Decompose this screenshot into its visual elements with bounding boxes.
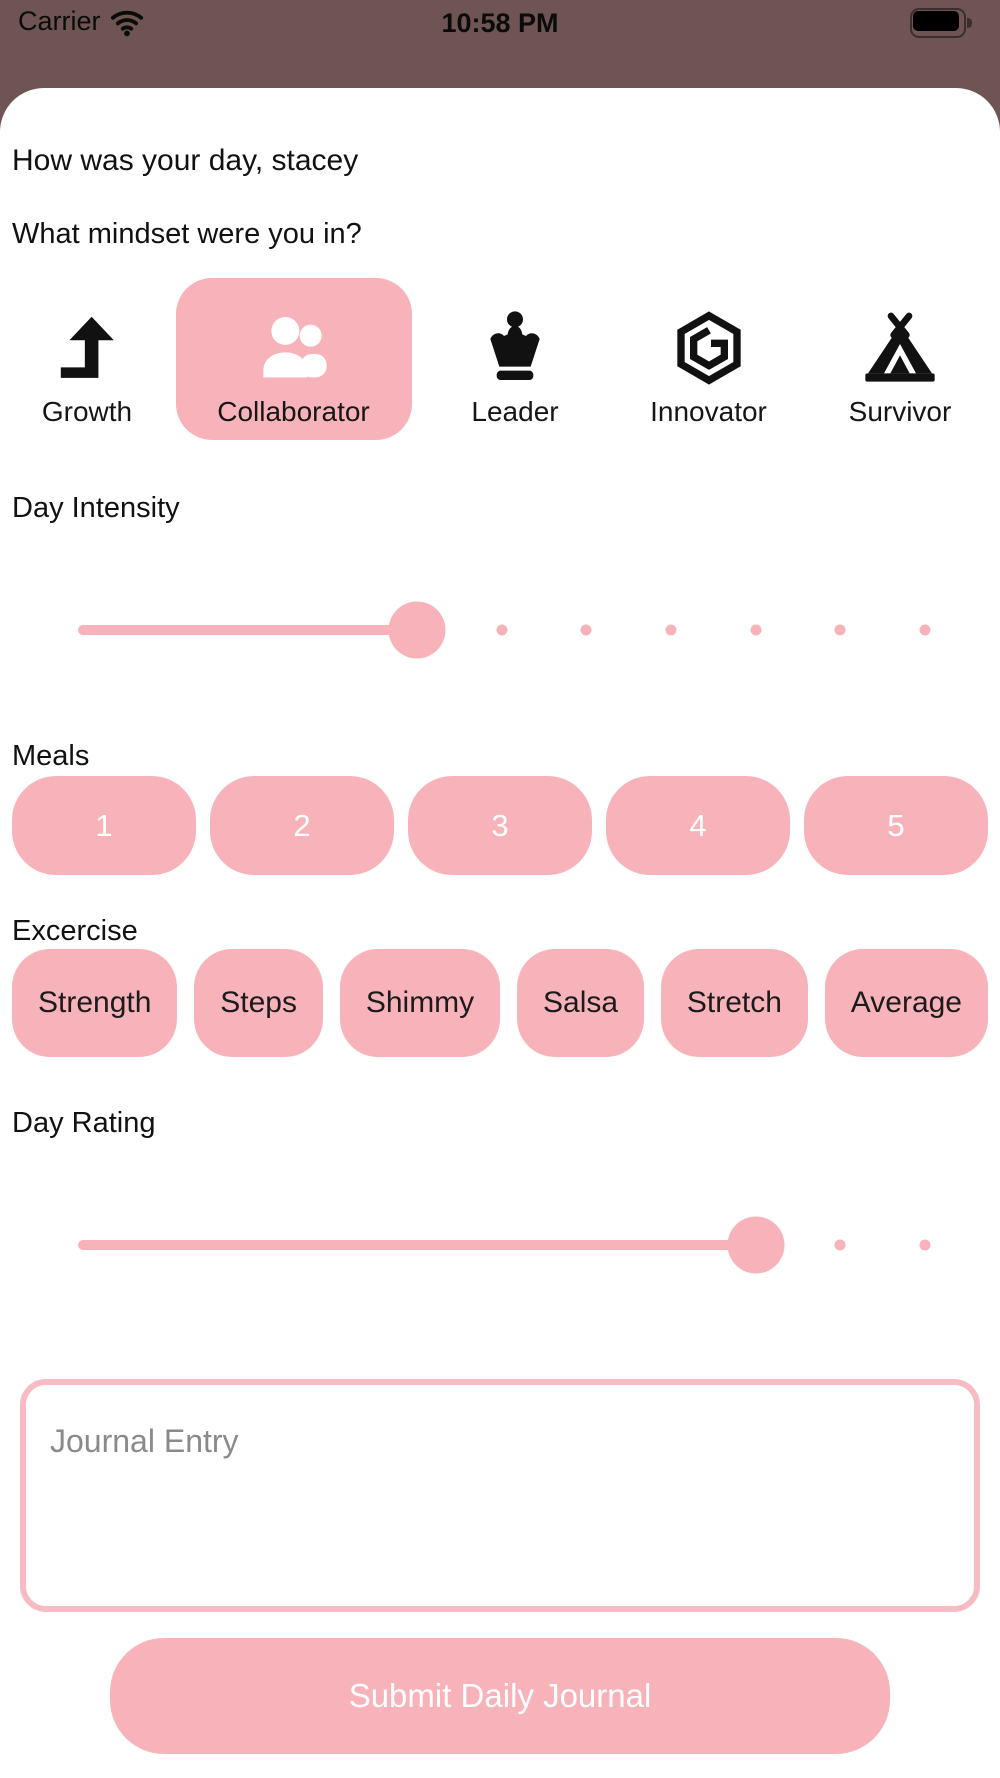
slider-step-dot[interactable] [834,1239,846,1251]
mindset-label: Growth [41,396,133,427]
mindset-label: Survivor [848,396,952,427]
mindset-label: Leader [471,396,559,427]
day-intensity-slider[interactable] [78,600,931,660]
meal-button-2[interactable]: 2 [210,776,394,875]
meal-button-3[interactable]: 3 [408,776,592,875]
meals-row: 1 2 3 4 5 [12,776,988,875]
slider-thumb[interactable] [727,1216,785,1274]
slider-step-dot[interactable] [665,624,677,636]
mindset-question: What mindset were you in? [12,218,362,250]
exercise-button-salsa[interactable]: Salsa [517,949,645,1057]
people-icon [251,292,337,388]
slider-step-dot[interactable] [750,624,762,636]
growth-arrow-icon [50,292,124,388]
mindset-option-leader[interactable]: Leader [425,278,605,440]
clock: 10:58 PM [441,8,559,38]
cube-icon [669,292,749,388]
page-title: How was your day, stacey [12,144,359,177]
slider-step-dot[interactable] [919,624,931,636]
journal-form-sheet: How was your day, stacey What mindset we… [0,88,1000,1778]
slider-step-dot[interactable] [834,624,846,636]
mindset-option-growth[interactable]: Growth [12,278,162,440]
day-intensity-label: Day Intensity [12,492,180,524]
journal-entry-input[interactable] [26,1385,974,1606]
slider-step-dot[interactable] [919,1239,931,1251]
exercise-button-steps[interactable]: Steps [194,949,323,1057]
crown-icon [475,292,555,388]
meal-button-4[interactable]: 4 [606,776,790,875]
exercise-button-average[interactable]: Average [824,949,988,1057]
slider-active-track [78,625,417,635]
mindset-label: Collaborator [217,396,370,427]
day-rating-label: Day Rating [12,1107,156,1139]
battery-icon [910,8,972,38]
status-bar: Carrier 10:58 PM [0,0,1000,88]
slider-step-dot[interactable] [580,624,592,636]
wifi-icon [109,7,145,37]
exercise-button-strength[interactable]: Strength [12,949,178,1057]
meal-button-1[interactable]: 1 [12,776,196,875]
exercise-button-shimmy[interactable]: Shimmy [339,949,501,1057]
meal-button-5[interactable]: 5 [804,776,988,875]
exercise-label: Excercise [12,915,138,947]
slider-thumb[interactable] [388,601,446,659]
carrier-label: Carrier [18,6,101,36]
day-rating-slider[interactable] [78,1215,931,1275]
tent-icon [859,292,941,388]
mindset-option-innovator[interactable]: Innovator [619,278,799,440]
exercise-button-stretch[interactable]: Stretch [660,949,808,1057]
slider-active-track [78,1240,756,1250]
meals-label: Meals [12,740,90,772]
mindset-option-survivor[interactable]: Survivor [812,278,988,440]
slider-step-dot[interactable] [496,624,507,636]
mindset-options-row: Growth Collaborator [12,278,988,440]
submit-daily-journal-button[interactable]: Submit Daily Journal [110,1638,890,1754]
mindset-option-collaborator[interactable]: Collaborator [175,278,412,440]
mindset-label: Innovator [650,396,767,427]
journal-entry-box [20,1379,980,1612]
exercise-row: Strength Steps Shimmy Salsa Stretch Aver… [12,949,988,1057]
